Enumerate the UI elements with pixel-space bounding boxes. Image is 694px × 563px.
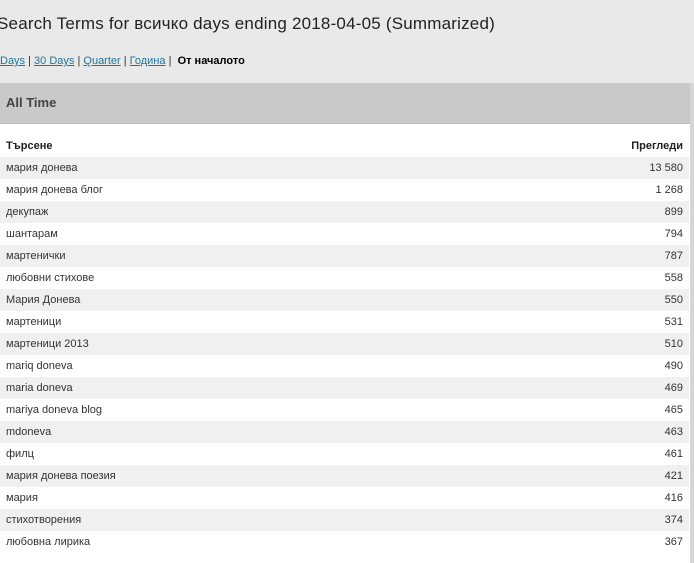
view-count: 510 xyxy=(452,333,689,355)
table-row: стихотворения 374 xyxy=(0,509,689,531)
table-row: филц 461 xyxy=(0,443,689,465)
table-row: любовни стихове 558 xyxy=(0,267,689,289)
search-term: мария донева блог xyxy=(6,184,104,196)
view-count: 490 xyxy=(664,360,683,372)
search-terms-panel: All Time Търсене Прегледи мария донева 13… xyxy=(0,83,694,563)
view-count: 367 xyxy=(664,536,683,548)
search-term: mariya doneva blog xyxy=(6,404,103,416)
table-row: mariq doneva 490 xyxy=(0,355,689,377)
period-nav: Days | 30 Days | Quarter | Година | От н… xyxy=(0,55,245,67)
search-term: мартенички xyxy=(0,245,453,267)
column-header-term: Търсене xyxy=(6,140,53,152)
link-quarter[interactable]: Quarter xyxy=(83,55,121,67)
view-count: 794 xyxy=(664,228,683,240)
search-terms-table: Търсене Прегледи мария донева 13 580 мария… xyxy=(0,135,689,553)
table-row: любовна лирика 367 xyxy=(0,531,689,553)
search-term: мартеници 2013 xyxy=(0,333,453,355)
link-30-days[interactable]: 30 Days xyxy=(34,55,75,67)
search-term: maria doneva xyxy=(0,377,453,399)
view-count: 463 xyxy=(452,421,689,443)
link-year[interactable]: Година xyxy=(129,55,166,67)
view-count: 374 xyxy=(452,509,689,531)
view-count: 787 xyxy=(452,245,689,267)
table-row: maria doneva 469 xyxy=(0,377,689,399)
table-row: мартеници 2013 510 xyxy=(0,333,689,355)
table-row: шантарам 794 xyxy=(0,223,689,245)
view-count: 1 268 xyxy=(655,184,683,196)
search-term: мартеници xyxy=(6,316,62,328)
table-row: декупаж 899 xyxy=(0,201,689,223)
view-count: 416 xyxy=(664,492,683,504)
table-row: мартеници 531 xyxy=(0,311,689,333)
view-count: 461 xyxy=(664,448,683,460)
table-row: мария донева блог 1 268 xyxy=(0,179,689,201)
search-term: филц xyxy=(6,448,34,460)
search-term: mariq doneva xyxy=(6,360,73,372)
search-term: стихотворения xyxy=(0,509,453,531)
search-term: мария xyxy=(6,492,38,504)
view-count: 465 xyxy=(664,404,683,416)
table-row: мартенички 787 xyxy=(0,245,689,267)
view-count: 531 xyxy=(664,316,683,328)
search-term: шантарам xyxy=(6,228,58,240)
view-count: 558 xyxy=(664,272,683,284)
view-count: 13 580 xyxy=(452,157,689,179)
table-row: мария донева поезия 421 xyxy=(0,465,689,487)
view-count: 469 xyxy=(452,377,689,399)
search-term: мария донева поезия xyxy=(0,465,453,487)
table-row: mdoneva 463 xyxy=(0,421,689,443)
column-header-views: Прегледи xyxy=(631,140,683,152)
search-term: mdoneva xyxy=(0,421,453,443)
panel-title: All Time xyxy=(0,83,690,124)
table-row: мария 416 xyxy=(0,487,689,509)
search-term: любовни стихове xyxy=(6,272,95,284)
search-term: Мария Донева xyxy=(0,289,453,311)
link-days[interactable]: Days xyxy=(0,55,26,67)
current-period: От началото xyxy=(177,55,245,67)
view-count: 421 xyxy=(452,465,689,487)
view-count: 899 xyxy=(452,201,689,223)
search-term: декупаж xyxy=(0,201,453,223)
search-term: мария донева xyxy=(0,157,453,179)
table-row: mariya doneva blog 465 xyxy=(0,399,689,421)
search-term: любовна лирика xyxy=(6,536,91,548)
table-row: мария донева 13 580 xyxy=(0,157,689,179)
page-title: Search Terms for всичко days ending 2018… xyxy=(0,14,495,33)
table-row: Мария Донева 550 xyxy=(0,289,689,311)
view-count: 550 xyxy=(452,289,689,311)
